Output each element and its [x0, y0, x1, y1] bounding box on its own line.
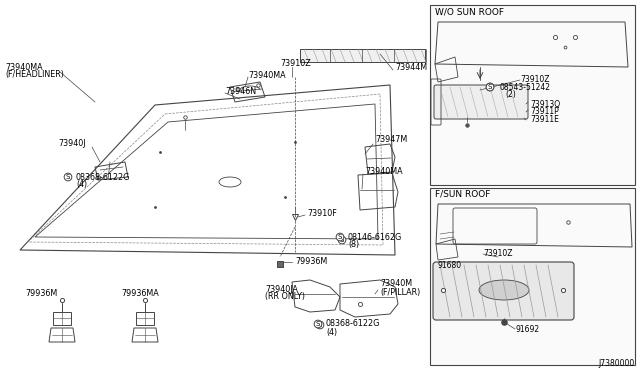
- Text: 73910Z: 73910Z: [280, 60, 311, 68]
- Text: 08368-6122G: 08368-6122G: [76, 173, 131, 182]
- Text: 73940MA: 73940MA: [5, 62, 43, 71]
- Text: (4): (4): [326, 327, 337, 337]
- Text: S: S: [338, 234, 342, 240]
- Text: 73944M: 73944M: [395, 62, 427, 71]
- Polygon shape: [300, 49, 425, 62]
- Text: F/SUN ROOF: F/SUN ROOF: [435, 189, 490, 199]
- Text: (8): (8): [348, 241, 359, 250]
- Text: 79936M: 79936M: [295, 257, 327, 266]
- FancyBboxPatch shape: [430, 188, 635, 365]
- Text: (RR ONLY): (RR ONLY): [265, 292, 305, 301]
- Text: 73946N: 73946N: [225, 87, 256, 96]
- Text: 73940MA: 73940MA: [365, 167, 403, 176]
- Text: S: S: [488, 84, 492, 90]
- Text: 79936MA: 79936MA: [121, 289, 159, 298]
- Text: J7380000: J7380000: [599, 359, 635, 369]
- Text: 73911E: 73911E: [530, 115, 559, 125]
- Text: S: S: [316, 321, 320, 327]
- Text: 91692: 91692: [515, 324, 539, 334]
- Text: 73911P: 73911P: [530, 108, 559, 116]
- Text: 08543-51242: 08543-51242: [500, 83, 551, 92]
- Text: 73913Q: 73913Q: [530, 99, 560, 109]
- FancyBboxPatch shape: [433, 262, 574, 320]
- FancyBboxPatch shape: [430, 5, 635, 185]
- Text: 73940MA: 73940MA: [248, 71, 285, 80]
- Text: (4): (4): [76, 180, 87, 189]
- Text: W/O SUN ROOF: W/O SUN ROOF: [435, 7, 504, 16]
- Text: 73940J: 73940J: [58, 140, 86, 148]
- Text: (F/PILLAR): (F/PILLAR): [380, 288, 420, 296]
- Ellipse shape: [479, 280, 529, 300]
- Text: 91680: 91680: [437, 260, 461, 269]
- Text: 79936M: 79936M: [26, 289, 58, 298]
- Text: (F/HEADLINER): (F/HEADLINER): [5, 70, 64, 78]
- Text: 73940JA: 73940JA: [265, 285, 298, 294]
- Text: S: S: [340, 237, 344, 243]
- Text: S: S: [488, 84, 492, 90]
- Text: 73910F: 73910F: [307, 209, 337, 218]
- Text: (2): (2): [505, 90, 516, 99]
- Text: 73940M: 73940M: [380, 279, 412, 289]
- Text: 73910Z: 73910Z: [520, 76, 550, 84]
- Text: 08368-6122G: 08368-6122G: [326, 320, 380, 328]
- Text: 73910Z: 73910Z: [483, 250, 513, 259]
- Text: 73947M: 73947M: [375, 135, 407, 144]
- Text: 08146-6162G: 08146-6162G: [348, 232, 403, 241]
- Text: S: S: [318, 322, 322, 328]
- FancyBboxPatch shape: [434, 85, 528, 119]
- Text: S: S: [66, 174, 70, 180]
